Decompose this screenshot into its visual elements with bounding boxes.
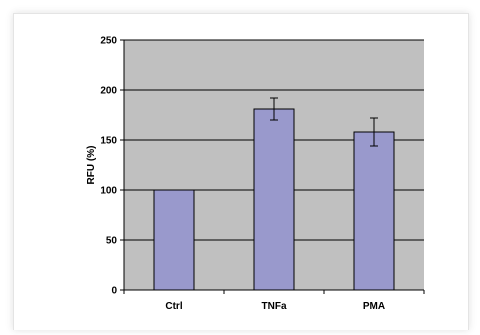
y-axis-label: RFU (%): [86, 146, 97, 185]
y-tick-label: 200: [100, 86, 117, 97]
chart-card: 0 50 100 150 200 250 Ctrl TNFa PMA RFU (%): [13, 13, 469, 330]
y-ticks: 0 50 100 150 200 250: [100, 36, 124, 297]
y-tick-label: 100: [100, 186, 117, 197]
y-tick-label: 0: [111, 286, 117, 297]
axes: [123, 40, 424, 291]
x-tick-label: TNFa: [262, 301, 287, 312]
bar-pma: [353, 131, 395, 291]
x-ticks: Ctrl TNFa PMA: [123, 290, 425, 312]
error-bars: [170, 97, 378, 191]
y-tick-label: 50: [106, 236, 118, 247]
bars: [153, 108, 395, 291]
y-tick-label: 150: [100, 136, 117, 147]
y-tick-label: 250: [100, 36, 117, 47]
bar-tnfa: [253, 108, 295, 291]
bar-ctrl: [153, 189, 195, 291]
bar-chart: 0 50 100 150 200 250 Ctrl TNFa PMA RFU (%): [86, 36, 425, 312]
x-tick-label: PMA: [363, 301, 385, 312]
x-tick-label: Ctrl: [165, 301, 182, 312]
